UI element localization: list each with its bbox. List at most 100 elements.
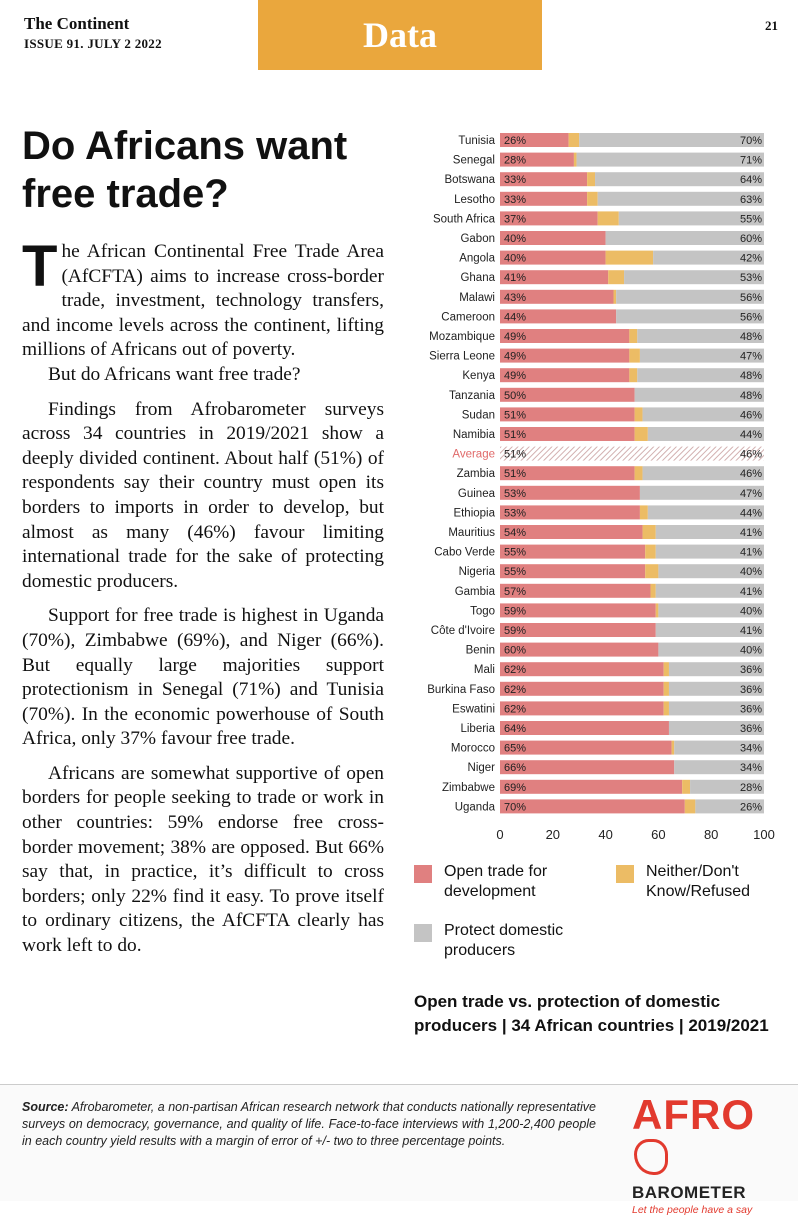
category-label-south-africa: South Africa — [433, 213, 496, 225]
bar-open-tanzania — [500, 387, 635, 402]
footer: Source: Afrobarometer, a non-partisan Af… — [0, 1084, 798, 1216]
category-label-botswana: Botswana — [444, 174, 495, 186]
category-label-nigeria: Nigeria — [459, 566, 496, 578]
value-label-open-gabon: 40% — [504, 233, 526, 245]
value-label-open-morocco: 65% — [504, 743, 526, 755]
value-label-protect-botswana: 64% — [740, 174, 762, 186]
value-label-protect-benin: 40% — [740, 645, 762, 657]
section-tab: Data — [258, 0, 542, 70]
bar-protect-cameroon — [616, 309, 764, 324]
bar-protect-gabon — [605, 231, 764, 245]
value-label-protect-cabo-verde: 41% — [740, 547, 762, 559]
bar-open-cameroon — [500, 309, 617, 324]
bar-open-liberia — [500, 721, 669, 735]
value-label-protect-kenya: 48% — [740, 370, 762, 382]
bar-protect-ethiopia — [647, 505, 764, 520]
bar-protect-mali — [668, 662, 764, 677]
bar-open-zimbabwe — [500, 779, 683, 794]
bar-protect-eswatini — [668, 701, 764, 716]
category-label-ethiopia: Ethiopia — [453, 507, 495, 519]
bar-protect-malawi — [616, 289, 764, 304]
bar-open-togo — [500, 603, 656, 618]
category-label-malawi: Malawi — [459, 292, 495, 304]
value-label-open-niger: 66% — [504, 762, 526, 774]
category-label-tunisia: Tunisia — [458, 135, 495, 147]
x-tick-label-80: 80 — [704, 827, 718, 842]
bar-open-kenya — [500, 368, 630, 383]
bar-open-uganda — [500, 799, 685, 814]
category-label-burkina-faso: Burkina Faso — [427, 684, 495, 696]
bar-neither-mali — [663, 662, 669, 677]
value-label-open-sudan: 51% — [504, 409, 526, 421]
bar-protect-south-africa — [618, 211, 764, 226]
value-label-protect-ethiopia: 44% — [740, 507, 762, 519]
value-label-open-uganda: 70% — [504, 801, 526, 813]
category-label-cameroon: Cameroon — [441, 311, 495, 323]
value-label-open-angola: 40% — [504, 253, 526, 265]
value-label-open-senegal: 28% — [504, 155, 526, 167]
value-label-protect-togo: 40% — [740, 605, 762, 617]
article-paragraph-5: Africans are somewhat supportive of open… — [22, 762, 384, 957]
value-label-open-ghana: 41% — [504, 272, 526, 284]
category-label-zambia: Zambia — [457, 468, 496, 480]
legend-item-protect: Protect domestic producers — [414, 921, 594, 961]
value-label-protect-sudan: 46% — [740, 409, 762, 421]
bar-protect-guinea — [639, 485, 764, 500]
x-tick-label-0: 0 — [496, 827, 503, 842]
value-label-open-mali: 62% — [504, 664, 526, 676]
category-label-morocco: Morocco — [451, 743, 495, 755]
source-note: Source: Afrobarometer, a non-partisan Af… — [22, 1099, 596, 1150]
source-text: Afrobarometer, a non-partisan African re… — [22, 1100, 596, 1148]
value-label-protect-namibia: 44% — [740, 429, 762, 441]
bar-protect-lesotho — [597, 191, 764, 206]
legend-label-neither: Neither/Don't Know/Refused — [646, 863, 751, 900]
value-label-protect-senegal: 71% — [740, 155, 762, 167]
bar-neither-kenya — [629, 368, 638, 383]
value-label-protect-mali: 36% — [740, 664, 762, 676]
value-label-protect-mauritius: 41% — [740, 527, 762, 539]
bar-protect-benin — [658, 642, 764, 657]
publication-name: The Continent — [24, 14, 130, 33]
category-label-gabon: Gabon — [460, 233, 495, 245]
category-label-togo: Togo — [470, 605, 495, 617]
bar-protect-kenya — [637, 368, 764, 383]
value-label-protect-eswatini: 36% — [740, 703, 762, 715]
bar-protect-uganda — [695, 799, 764, 814]
bar-protect-nigeria — [658, 564, 764, 579]
bar-protect-cabo-verde — [655, 544, 764, 559]
bar-protect-burkina-faso — [668, 681, 764, 696]
article-paragraph-4: Support for free trade is highest in Uga… — [22, 605, 384, 750]
bar-protect-c-te-d-ivoire — [655, 623, 764, 637]
bar-neither-average — [634, 446, 643, 461]
bar-protect-botswana — [595, 172, 764, 187]
category-label-gambia: Gambia — [455, 586, 496, 598]
value-label-open-sierra-leone: 49% — [504, 351, 526, 363]
value-label-protect-guinea: 47% — [740, 488, 762, 500]
category-label-c-te-d-ivoire: Côte d'Ivoire — [431, 625, 495, 637]
category-label-guinea: Guinea — [458, 488, 496, 500]
category-label-lesotho: Lesotho — [454, 194, 495, 206]
legend-swatch-neither — [616, 865, 634, 883]
bar-neither-angola — [605, 250, 654, 265]
category-label-liberia: Liberia — [460, 723, 495, 735]
bar-neither-zimbabwe — [682, 779, 691, 794]
bar-neither-south-africa — [597, 211, 619, 226]
value-label-protect-burkina-faso: 36% — [740, 684, 762, 696]
bar-neither-gambia — [650, 583, 656, 598]
value-label-protect-angola: 42% — [740, 253, 762, 265]
africa-map-icon — [634, 1139, 668, 1175]
category-label-average: Average — [452, 449, 495, 461]
value-label-protect-tanzania: 48% — [740, 390, 762, 402]
bar-protect-morocco — [674, 740, 764, 755]
category-label-ghana: Ghana — [460, 272, 495, 284]
bar-neither-ethiopia — [639, 505, 648, 520]
value-label-open-tunisia: 26% — [504, 135, 526, 147]
bar-neither-tunisia — [568, 133, 580, 147]
bar-protect-angola — [653, 250, 764, 265]
masthead: The Continent ISSUE 91. JULY 2 2022 — [24, 14, 162, 52]
bar-open-burkina-faso — [500, 681, 664, 696]
bar-open-senegal — [500, 152, 574, 167]
bar-protect-zimbabwe — [690, 779, 764, 794]
bar-protect-mozambique — [637, 329, 764, 343]
value-label-protect-mozambique: 48% — [740, 331, 762, 343]
